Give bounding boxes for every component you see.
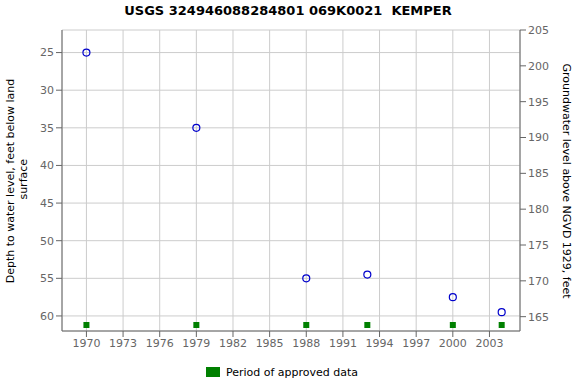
html-text:Groundwater level above NGVD 1: Groundwater level above NGVD 1929, feet [559,62,573,299]
svg-text:25: 25 [40,46,54,59]
svg-text:1973: 1973 [109,337,137,350]
svg-text:60: 60 [40,310,54,323]
svg-text:1985: 1985 [256,337,284,350]
svg-text:30: 30 [40,84,54,97]
svg-text:2000: 2000 [439,337,467,350]
svg-text:2003: 2003 [475,337,503,350]
svg-text:1991: 1991 [329,337,357,350]
svg-text:50: 50 [40,235,54,248]
html-text:Depth to water level, feet bel: Depth to water level, feet below land su… [4,78,30,283]
svg-text:175: 175 [528,239,549,252]
svg-text:195: 195 [528,96,549,109]
svg-text:1997: 1997 [402,337,430,350]
svg-text:1970: 1970 [72,337,100,350]
html-text:Period of approved data: Period of approved data [225,365,359,379]
svg-text:190: 190 [528,131,549,144]
svg-text:1979: 1979 [182,337,210,350]
svg-text:40: 40 [40,159,54,172]
svg-text:55: 55 [40,272,54,285]
svg-text:180: 180 [528,203,549,216]
svg-text:35: 35 [40,122,54,135]
svg-text:185: 185 [528,167,549,180]
svg-text:205: 205 [528,24,549,37]
html-text:USGS 324946088284801 069K0021: USGS 324946088284801 069K0021 KEMPER [124,3,452,18]
svg-text:1988: 1988 [292,337,320,350]
svg-text:200: 200 [528,60,549,73]
svg-text:170: 170 [528,275,549,288]
svg-text:165: 165 [528,311,549,324]
svg-text:1982: 1982 [219,337,247,350]
svg-text:1976: 1976 [146,337,174,350]
svg-text:1994: 1994 [366,337,394,350]
svg-text:45: 45 [40,197,54,210]
